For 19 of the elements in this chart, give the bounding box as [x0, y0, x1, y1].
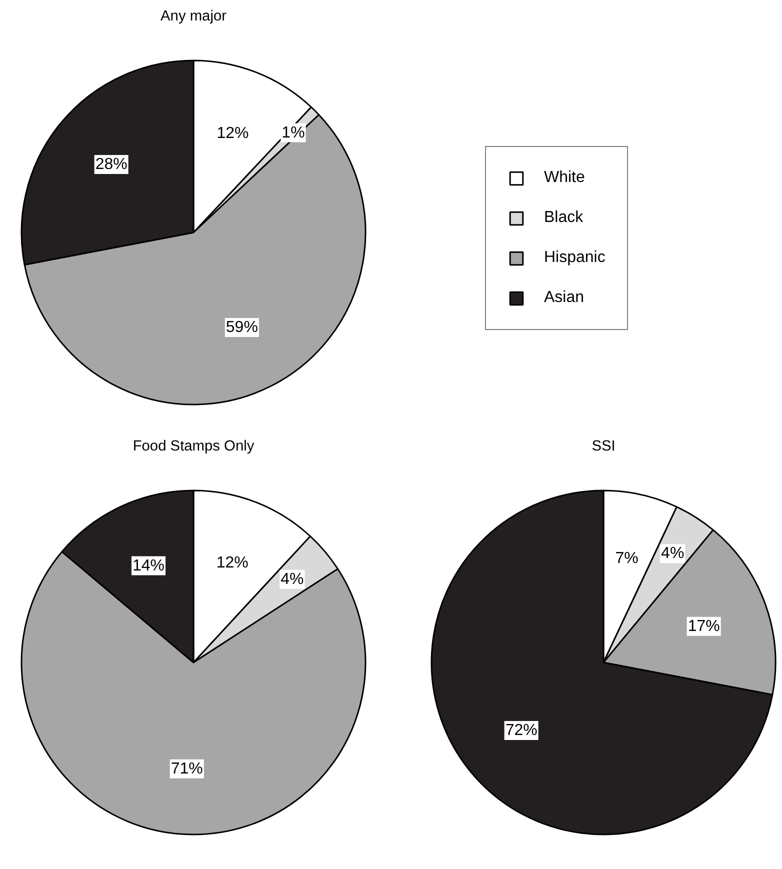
legend-label: Hispanic	[544, 249, 606, 267]
data-label: 72%	[505, 722, 538, 739]
legend-label: Black	[544, 209, 584, 227]
data-label: 28%	[95, 156, 128, 174]
data-label: 14%	[132, 557, 165, 574]
data-label: 7%	[615, 550, 638, 567]
legend-label: Asian	[544, 289, 584, 307]
legend-label: White	[544, 169, 585, 187]
data-label: 4%	[280, 570, 304, 588]
data-label: 17%	[688, 618, 720, 635]
chart-title: SSI	[592, 438, 616, 454]
chart-title: Food Stamps Only	[132, 438, 255, 454]
data-label: 59%	[226, 319, 258, 336]
data-label: 12%	[216, 554, 248, 572]
data-label: 12%	[216, 124, 249, 142]
data-label: 4%	[661, 545, 684, 562]
data-label: 71%	[170, 760, 203, 778]
chart-title: Any major	[160, 8, 227, 24]
data-label: 1%	[282, 124, 305, 142]
